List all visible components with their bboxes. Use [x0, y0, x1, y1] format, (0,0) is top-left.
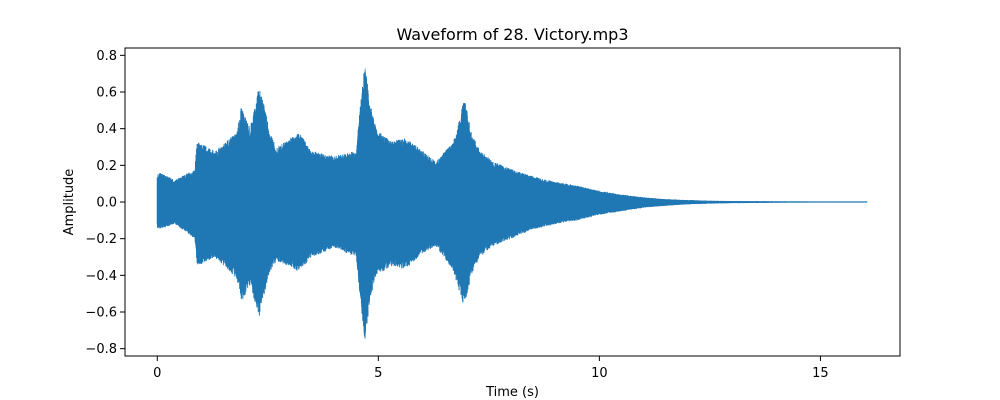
x-tick-label: 0 — [153, 366, 161, 381]
y-tick-label: −0.6 — [85, 306, 117, 321]
y-tick-label: 0.2 — [96, 159, 117, 174]
y-tick-label: 0.0 — [96, 196, 117, 211]
y-tick-label: −0.8 — [85, 342, 117, 357]
x-axis: 0 5 10 15 — [153, 356, 829, 381]
waveform-spikes — [156, 72, 868, 337]
x-tick-label: 15 — [812, 366, 829, 381]
y-tick-label: −0.2 — [85, 232, 117, 247]
y-axis: −0.8 −0.6 −0.4 −0.2 0.0 0.2 0.4 0.6 0.8 — [85, 49, 125, 357]
y-tick-label: −0.4 — [85, 269, 117, 284]
x-tick-label: 5 — [374, 366, 382, 381]
y-tick-label: 0.6 — [96, 86, 117, 101]
x-axis-label: Time (s) — [485, 385, 539, 400]
x-tick-label: 10 — [591, 366, 608, 381]
chart-title: Waveform of 28. Victory.mp3 — [396, 25, 628, 44]
y-axis-label: Amplitude — [62, 169, 77, 236]
plot-area — [124, 47, 901, 357]
y-tick-label: 0.8 — [96, 49, 117, 64]
y-tick-label: 0.4 — [96, 122, 117, 137]
